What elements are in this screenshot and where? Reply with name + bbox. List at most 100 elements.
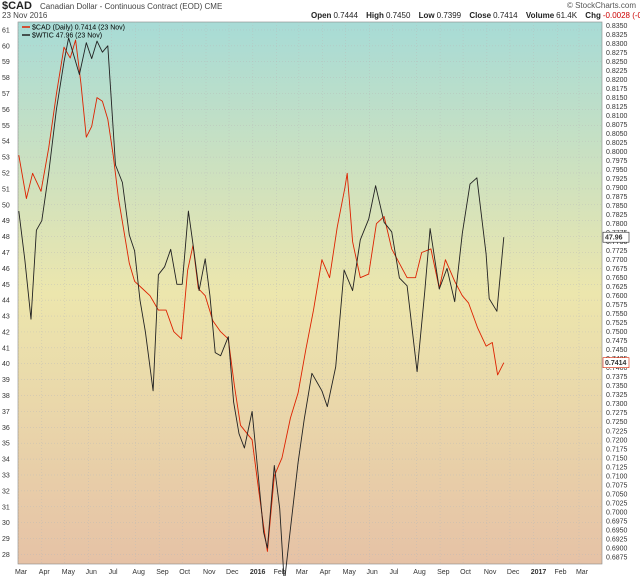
right-tick-label: 0.7550 xyxy=(606,311,628,318)
right-tick-label: 0.7800 xyxy=(606,221,628,228)
x-tick-label: Mar xyxy=(576,569,589,576)
series-line-0 xyxy=(18,39,505,552)
right-tick-label: 0.7675 xyxy=(606,266,628,273)
ohlc-volume-value: 61.4K xyxy=(556,11,578,20)
legend-label-cad: $CAD (Daily) 0.7414 (23 Nov) xyxy=(32,25,125,32)
ohlc-close-value: 0.7414 xyxy=(493,11,518,20)
right-tick-label: 0.8175 xyxy=(606,86,628,93)
left-tick-label: 47 xyxy=(2,250,10,257)
right-tick-label: 0.6925 xyxy=(606,536,628,543)
right-tick-label: 0.7000 xyxy=(606,509,628,516)
x-tick-label: May xyxy=(62,569,76,576)
right-tick-label: 0.6875 xyxy=(606,554,628,561)
right-tick-label: 0.8225 xyxy=(606,68,628,75)
x-tick-label: Apr xyxy=(39,569,51,576)
x-tick-label: Sep xyxy=(156,569,169,576)
legend-label-wtic: $WTIC 47.96 (23 Nov) xyxy=(32,33,102,40)
left-tick-label: 30 xyxy=(2,520,10,527)
right-tick-label: 0.8125 xyxy=(606,104,628,111)
right-tick-label: 0.7200 xyxy=(606,437,628,444)
x-axis: Mar Apr May Jun Jul Aug Sep Oct Nov Dec 2016 Feb Mar… xyxy=(15,569,589,576)
left-tick-label: 35 xyxy=(2,441,10,448)
left-tick-label: 39 xyxy=(2,377,10,384)
right-tick-label: 0.7450 xyxy=(606,347,628,354)
ohlc-open-value: 0.7444 xyxy=(333,11,358,20)
right-tick-label: 0.7925 xyxy=(606,176,628,183)
x-tick-label: Apr xyxy=(320,569,332,576)
x-tick-label: 2017 xyxy=(531,569,547,576)
right-tick-label: 0.7975 xyxy=(606,158,628,165)
right-tick-label: 0.7475 xyxy=(606,338,628,345)
x-tick-label: Jul xyxy=(109,569,118,576)
x-tick-label: Nov xyxy=(484,569,497,576)
left-tick-label: 51 xyxy=(2,186,10,193)
chart-date: 23 Nov 2016 xyxy=(2,11,48,20)
ohlc-chg-key: Chg xyxy=(585,11,601,20)
last-value-label-1: 47.96 xyxy=(605,235,623,242)
right-tick-label: 0.7500 xyxy=(606,329,628,336)
ohlc-chg-value: -0.0028 (-0.38%) xyxy=(602,11,640,20)
left-tick-label: 49 xyxy=(2,218,10,225)
left-tick-label: 32 xyxy=(2,488,10,495)
right-tick-label: 0.7700 xyxy=(606,257,628,264)
right-tick-label: 0.8050 xyxy=(606,131,628,138)
right-tick-label: 0.8000 xyxy=(606,149,628,156)
right-tick-label: 0.7725 xyxy=(606,248,628,255)
plot-area xyxy=(17,21,603,565)
x-tick-label: Feb xyxy=(274,569,286,576)
left-tick-label: 37 xyxy=(2,409,10,416)
chart-symbol: $CAD xyxy=(2,0,32,12)
ohlc-high-key: High xyxy=(366,11,384,20)
left-tick-label: 46 xyxy=(2,266,10,273)
left-tick-label: 53 xyxy=(2,155,10,162)
ohlc-low-key: Low xyxy=(418,11,435,20)
right-tick-label: 0.6950 xyxy=(606,527,628,534)
right-tick-label: 0.8275 xyxy=(606,50,628,57)
left-tick-label: 57 xyxy=(2,91,10,98)
right-tick-label: 0.8075 xyxy=(606,122,628,129)
ohlc-close-key: Close xyxy=(469,11,492,20)
left-tick-label: 45 xyxy=(2,282,10,289)
left-tick-label: 52 xyxy=(2,170,10,177)
left-tick-label: 28 xyxy=(2,552,10,559)
left-tick-label: 40 xyxy=(2,361,10,368)
right-tick-label: 0.7100 xyxy=(606,473,628,480)
brand-logo: © StockCharts.com xyxy=(566,1,636,10)
right-tick-label: 0.8325 xyxy=(606,32,628,39)
right-tick-label: 0.7600 xyxy=(606,293,628,300)
right-tick-label: 0.7375 xyxy=(606,374,628,381)
right-tick-label: 0.7050 xyxy=(606,491,628,498)
left-tick-label: 48 xyxy=(2,234,10,241)
x-tick-label: Feb xyxy=(554,569,566,576)
legend: $CAD (Daily) 0.7414 (23 Nov) $WTIC 47.96… xyxy=(22,25,125,40)
x-tick-label: Jun xyxy=(366,569,377,576)
right-tick-label: 0.7900 xyxy=(606,185,628,192)
right-tick-label: 0.6900 xyxy=(606,545,628,552)
right-tick-label: 0.8025 xyxy=(606,140,628,147)
right-tick-label: 0.7075 xyxy=(606,482,628,489)
x-tick-label: 2016 xyxy=(250,569,266,576)
right-tick-label: 0.7850 xyxy=(606,203,628,210)
x-tick-label: Jun xyxy=(86,569,97,576)
ohlc-low-value: 0.7399 xyxy=(436,11,462,20)
left-tick-label: 59 xyxy=(2,59,10,66)
last-value-tags: 0.7414 47.96 xyxy=(602,231,630,368)
x-tick-label: Jul xyxy=(389,569,398,576)
right-tick-label: 0.7350 xyxy=(606,383,628,390)
right-tick-label: 0.8100 xyxy=(606,113,628,120)
left-axis: 28 29 30 31 32 33 34 35 36 37 38 39 40 41 42 43 44 45 46 47… xyxy=(2,27,10,559)
left-tick-label: 41 xyxy=(2,345,10,352)
gridlines xyxy=(17,22,602,564)
right-tick-label: 0.8350 xyxy=(606,23,628,30)
last-value-label-0: 0.7414 xyxy=(605,360,627,367)
x-tick-label: May xyxy=(343,569,357,576)
series-line-1 xyxy=(18,37,505,576)
ohlc-summary: Open 0.7444 High 0.7450 Low 0.7399 Close 0.7… xyxy=(305,11,640,20)
left-tick-label: 56 xyxy=(2,107,10,114)
right-tick-label: 0.7625 xyxy=(606,284,628,291)
right-tick-label: 0.7300 xyxy=(606,401,628,408)
right-tick-label: 0.7750 xyxy=(606,239,628,246)
right-tick-label: 0.7525 xyxy=(606,320,628,327)
ohlc-open-key: Open xyxy=(311,11,332,20)
